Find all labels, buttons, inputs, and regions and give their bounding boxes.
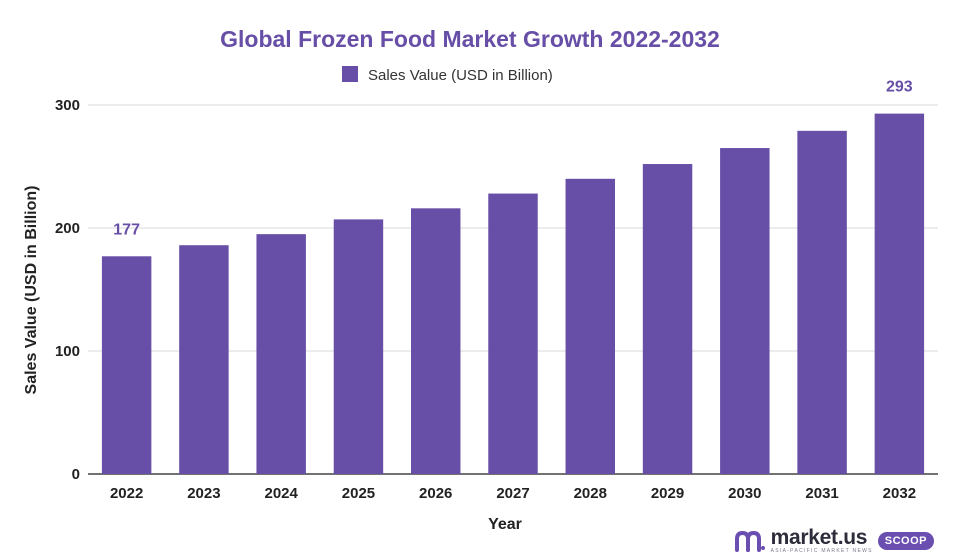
bar-2030 xyxy=(720,148,770,475)
x-tick-label: 2025 xyxy=(342,485,375,502)
data-label-2022: 177 xyxy=(113,221,140,238)
legend-label: Sales Value (USD in Billion) xyxy=(368,67,553,84)
bar-2027 xyxy=(488,193,538,474)
y-axis-title: Sales Value (USD in Billion) xyxy=(23,186,40,395)
x-tick-label: 2024 xyxy=(264,485,298,502)
bar-2031 xyxy=(797,130,847,474)
market-us-logo-icon xyxy=(734,530,765,552)
bar-2028 xyxy=(565,178,615,475)
bar-2029 xyxy=(642,164,693,475)
x-tick-label: 2022 xyxy=(110,485,143,502)
x-tick-label: 2026 xyxy=(419,485,452,502)
bar-2024 xyxy=(256,234,306,474)
bar-2026 xyxy=(411,208,461,474)
x-tick-label: 2028 xyxy=(574,485,607,502)
y-tick-label: 300 xyxy=(55,97,80,114)
x-tick-label: 2023 xyxy=(187,485,220,502)
legend: Sales Value (USD in Billion) xyxy=(342,66,553,84)
y-tick-label: 200 xyxy=(55,220,80,237)
x-tick-label: 2032 xyxy=(883,485,916,502)
legend-swatch xyxy=(342,66,358,82)
y-tick-label: 0 xyxy=(72,466,80,483)
x-axis-ticks: 2022 2023 2024 2025 2026 2027 2028 2029 2030 2031… xyxy=(110,485,916,502)
x-tick-label: 2031 xyxy=(805,485,838,502)
brand-name: market.us xyxy=(770,526,868,549)
x-tick-label: 2029 xyxy=(651,485,684,502)
bar-2023 xyxy=(179,245,229,474)
chart-title: Global Frozen Food Market Growth 2022-20… xyxy=(220,26,720,52)
y-axis-ticks: 0 100 200 300 xyxy=(55,97,80,483)
data-labels: 177 293 xyxy=(113,79,913,239)
bar-2025 xyxy=(333,219,384,474)
brand-tagline: ASIA-PACIFIC MARKET NEWS xyxy=(770,548,873,554)
bar-2022 xyxy=(101,256,152,474)
x-tick-label: 2030 xyxy=(728,485,761,502)
brand-logo: market.us ASIA-PACIFIC MARKET NEWS SCOOP xyxy=(734,526,934,554)
y-tick-label: 100 xyxy=(55,343,80,360)
bars xyxy=(101,113,925,475)
x-axis-title: Year xyxy=(488,516,522,533)
bar-2032 xyxy=(874,113,925,475)
x-tick-label: 2027 xyxy=(496,485,529,502)
data-label-2032: 293 xyxy=(886,79,913,96)
brand-badge: SCOOP xyxy=(877,531,934,550)
